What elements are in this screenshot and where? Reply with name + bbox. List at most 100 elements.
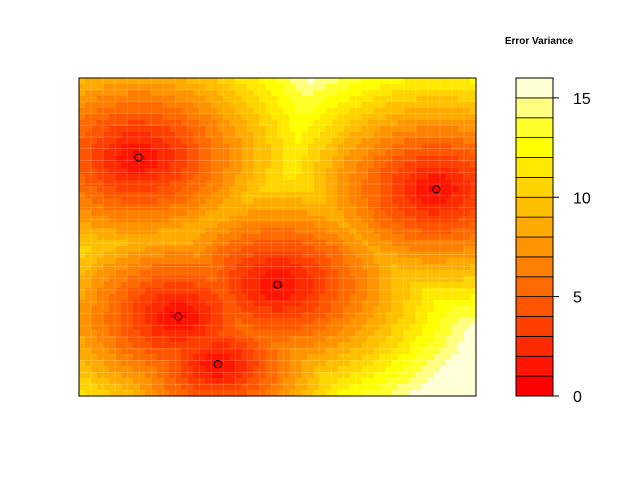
heatmap-cell	[367, 198, 375, 205]
heatmap-cell	[115, 156, 122, 163]
heatmap-cell	[433, 162, 441, 169]
legend-band	[515, 375, 554, 397]
heatmap-cell	[307, 276, 315, 283]
heatmap-cell	[169, 180, 176, 187]
heatmap-cell	[361, 144, 369, 151]
heatmap-cell	[331, 336, 339, 343]
heatmap-cell	[439, 348, 447, 355]
heatmap-cell	[391, 168, 399, 175]
heatmap-cell	[259, 264, 267, 271]
heatmap-cell	[313, 366, 321, 373]
heatmap-cell	[163, 258, 170, 265]
heatmap-cell	[271, 306, 279, 313]
heatmap-cell	[163, 312, 170, 319]
heatmap-cell	[301, 90, 309, 97]
heatmap-cell	[271, 162, 279, 169]
heatmap-cell	[463, 126, 471, 133]
heatmap-cell	[463, 216, 471, 223]
heatmap-cell	[391, 108, 399, 115]
heatmap-cell	[343, 114, 351, 121]
heatmap-cell	[367, 90, 375, 97]
heatmap-cell	[295, 96, 303, 103]
heatmap-cell	[391, 204, 399, 211]
heatmap-cell	[109, 144, 116, 151]
heatmap-cell	[409, 120, 417, 127]
heatmap-cell	[229, 342, 236, 349]
heatmap-cell	[133, 264, 140, 271]
heatmap-cell	[223, 210, 230, 217]
heatmap-cell	[463, 246, 471, 253]
heatmap-cell	[391, 120, 399, 127]
heatmap-cell	[469, 168, 477, 175]
heatmap-cell	[145, 84, 152, 91]
heatmap-cell	[403, 156, 411, 163]
heatmap-cell	[331, 126, 339, 133]
heatmap-cell	[391, 258, 399, 265]
heatmap-cell	[205, 240, 212, 247]
heatmap-cell	[157, 312, 164, 319]
heatmap-cell	[163, 96, 170, 103]
heatmap-cell	[397, 246, 405, 253]
heatmap-cell	[319, 168, 327, 175]
heatmap-cell	[139, 174, 146, 181]
heatmap-cell	[181, 342, 188, 349]
heatmap-cell	[247, 102, 255, 109]
heatmap-cell	[235, 234, 243, 241]
heatmap-cell	[313, 162, 321, 169]
heatmap-cell	[229, 294, 236, 301]
heatmap-cell	[187, 180, 194, 187]
heatmap-cell	[121, 366, 128, 373]
heatmap-cell	[463, 288, 471, 295]
heatmap-cell	[247, 372, 255, 379]
heatmap-cell	[379, 102, 387, 109]
heatmap-cell	[157, 318, 164, 325]
heatmap-cell	[469, 198, 477, 205]
heatmap-cell	[205, 96, 212, 103]
heatmap-cell	[319, 246, 327, 253]
heatmap-cell	[127, 162, 134, 169]
heatmap-cell	[121, 84, 128, 91]
heatmap-cell	[91, 78, 98, 85]
heatmap-cell	[187, 120, 194, 127]
heatmap-cell	[169, 288, 176, 295]
heatmap-cell	[397, 336, 405, 343]
heatmap-cell	[169, 204, 176, 211]
heatmap-cell	[151, 192, 158, 199]
heatmap-cell	[151, 114, 158, 121]
heatmap-cell	[145, 384, 152, 391]
heatmap-cell	[247, 240, 255, 247]
heatmap-cell	[469, 180, 477, 187]
heatmap-cell	[373, 102, 381, 109]
heatmap-cell	[295, 132, 303, 139]
heatmap-cell	[247, 354, 255, 361]
heatmap-cell	[301, 354, 309, 361]
heatmap-cell	[373, 78, 381, 85]
heatmap-cell	[169, 348, 176, 355]
heatmap-cell	[199, 252, 206, 259]
heatmap-cell	[307, 216, 315, 223]
heatmap-cell	[331, 384, 339, 391]
heatmap-cell	[151, 234, 158, 241]
heatmap-cell	[253, 360, 261, 367]
heatmap-cell	[343, 372, 351, 379]
heatmap-cell	[439, 132, 447, 139]
heatmap-cell	[103, 126, 110, 133]
heatmap-cell	[169, 96, 176, 103]
heatmap-cell	[253, 126, 261, 133]
heatmap-cell	[91, 138, 98, 145]
heatmap-cell	[199, 312, 206, 319]
heatmap-cell	[109, 96, 116, 103]
heatmap-cell	[175, 234, 182, 241]
heatmap-cell	[433, 318, 441, 325]
heatmap-cell	[247, 276, 255, 283]
heatmap-cell	[361, 360, 369, 367]
heatmap-cell	[115, 372, 122, 379]
heatmap-cell	[319, 150, 327, 157]
heatmap-cell	[403, 264, 411, 271]
heatmap-cell	[193, 138, 200, 145]
heatmap-cell	[433, 228, 441, 235]
heatmap-cell	[229, 228, 236, 235]
heatmap-cell	[415, 378, 423, 385]
heatmap-cell	[115, 270, 122, 277]
heatmap-cell	[169, 276, 176, 283]
